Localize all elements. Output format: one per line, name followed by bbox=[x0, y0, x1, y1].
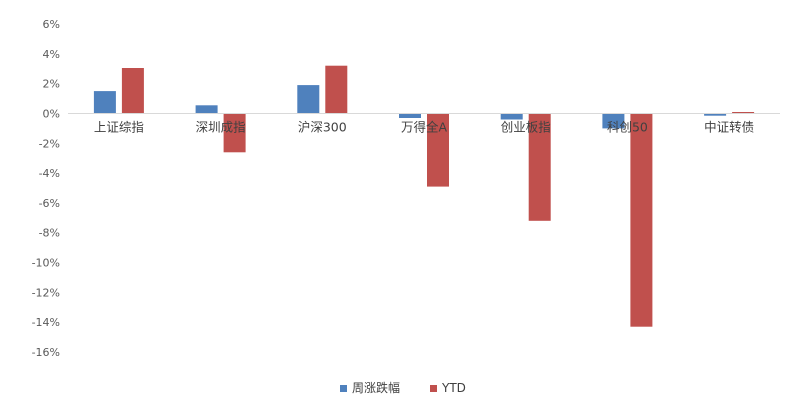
category-label: 中证转债 bbox=[704, 119, 754, 134]
y-tick-label: -4% bbox=[39, 167, 60, 180]
y-tick-label: 6% bbox=[43, 18, 60, 31]
bar-ytd-2 bbox=[325, 65, 348, 114]
legend-swatch bbox=[340, 385, 347, 392]
category-label: 沪深300 bbox=[298, 119, 347, 134]
bar-weekly-1 bbox=[195, 105, 218, 114]
category-label: 创业板指 bbox=[501, 119, 551, 134]
legend: 周涨跌幅 YTD bbox=[340, 380, 466, 395]
y-tick-label: 0% bbox=[43, 107, 60, 120]
bar-weekly-3 bbox=[399, 113, 421, 118]
bar-weekly-2 bbox=[297, 85, 320, 114]
category-label: 万得全A bbox=[401, 119, 448, 134]
legend-swatch bbox=[430, 385, 437, 392]
legend-label: 周涨跌幅 bbox=[352, 380, 400, 395]
y-tick-label: 2% bbox=[43, 78, 60, 91]
category-label: 深圳成指 bbox=[196, 119, 246, 134]
bar-weekly-0 bbox=[93, 91, 116, 114]
y-tick-label: -10% bbox=[32, 257, 60, 270]
y-axis: 6% 4% 2% 0% -2% -4% -6% -8% -10% -12% -14% -16% bbox=[32, 18, 60, 359]
y-tick-label: -8% bbox=[39, 227, 60, 240]
bar-ytd-5 bbox=[630, 113, 653, 327]
bar-ytd-4 bbox=[528, 113, 551, 221]
category-labels: 上证综指 深圳成指 沪深300 万得全A 创业板指 科创50 中证转债 bbox=[94, 119, 754, 134]
y-tick-label: -16% bbox=[32, 346, 60, 359]
bar-ytd-1 bbox=[223, 113, 246, 153]
bar-weekly-6 bbox=[704, 113, 727, 116]
bar-weekly-5 bbox=[602, 113, 625, 129]
y-tick-label: 4% bbox=[43, 48, 60, 61]
y-tick-label: -12% bbox=[32, 286, 60, 299]
y-tick-label: -14% bbox=[32, 316, 60, 329]
bars bbox=[93, 65, 755, 327]
bar-ytd-6 bbox=[732, 112, 755, 114]
bar-ytd-0 bbox=[121, 68, 144, 114]
y-tick-label: -2% bbox=[39, 137, 60, 150]
bar-ytd-3 bbox=[427, 113, 449, 187]
bar-weekly-4 bbox=[500, 113, 523, 120]
legend-label: YTD bbox=[441, 381, 466, 395]
category-label: 科创50 bbox=[607, 119, 648, 134]
category-label: 上证综指 bbox=[94, 119, 144, 134]
y-tick-label: -6% bbox=[39, 197, 60, 210]
